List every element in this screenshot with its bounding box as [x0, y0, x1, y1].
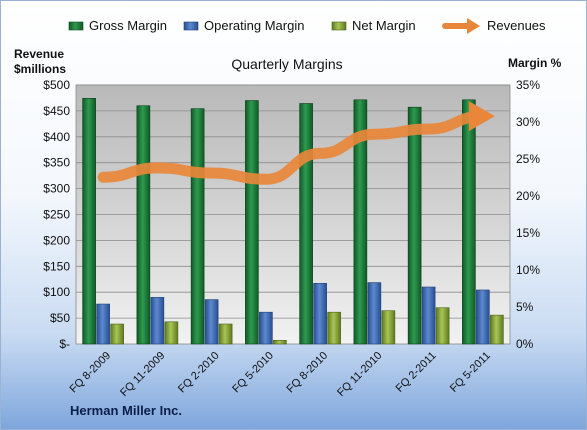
bar-gross-margin[interactable] [136, 105, 151, 345]
bar-net-margin[interactable] [327, 311, 341, 345]
bar-gross-margin[interactable] [407, 106, 422, 345]
bar-operating-margin[interactable] [150, 297, 165, 345]
right-tick-label: 5% [516, 300, 534, 314]
revenues-line[interactable] [97, 110, 489, 185]
x-tick-label: FQ 8-2009 [68, 350, 114, 396]
bar-net-margin[interactable] [273, 339, 287, 345]
legend-label-net-margin: Net Margin [352, 18, 416, 33]
legend-label-gross-margin: Gross Margin [89, 18, 167, 33]
legend-item-net-margin[interactable]: Net Margin [331, 18, 416, 33]
bar-gross-margin[interactable] [190, 108, 205, 345]
left-tick-label: $350 [43, 156, 70, 170]
legend-item-gross-margin[interactable]: Gross Margin [68, 18, 167, 33]
right-tick-label: 0% [516, 337, 534, 351]
x-tick-label: FQ 11-2010 [335, 350, 384, 399]
bar-operating-margin[interactable] [421, 286, 436, 345]
right-axis-ticks: 0% 5% 10% 15% 20% 25% 30% 35% [516, 78, 540, 351]
x-tick-label: FQ 5-2011 [448, 350, 493, 395]
legend-item-revenues[interactable]: Revenues [442, 18, 546, 34]
right-tick-label: 10% [516, 263, 540, 277]
bar-net-margin[interactable] [381, 310, 396, 345]
left-tick-label: $250 [43, 208, 70, 222]
x-tick-label: FQ 5-2010 [230, 350, 276, 396]
bar-net-margin[interactable] [218, 323, 233, 345]
x-tick-label: FQ 2-2011 [394, 350, 439, 395]
left-axis-title-line1: Revenue [14, 47, 64, 61]
bar-gross-margin[interactable] [462, 99, 476, 345]
right-tick-label: 15% [516, 226, 540, 240]
right-tick-label: 30% [516, 115, 540, 129]
right-tick-label: 25% [516, 152, 540, 166]
bar-gross-margin[interactable] [82, 98, 96, 345]
left-axis-ticks: $- $50 $100 $150 $200 $250 $300 $350 $400 $450 $50… [43, 78, 70, 351]
bar-gross-margin[interactable] [245, 100, 259, 345]
bar-net-margin[interactable] [164, 321, 179, 345]
left-tick-label: $100 [43, 285, 70, 299]
right-tick-label: 20% [516, 189, 540, 203]
left-tick-label: $50 [50, 311, 70, 325]
x-tick-label: FQ 11-2009 [118, 350, 167, 399]
x-tick-label: FQ 2-2010 [176, 350, 222, 396]
bar-operating-margin[interactable] [313, 283, 327, 345]
left-axis-title-line2: $millions [14, 62, 66, 76]
legend-arrow-revenues [467, 18, 480, 34]
left-tick-label: $200 [43, 233, 70, 247]
revenue-series [97, 101, 495, 185]
chart-title: Quarterly Margins [231, 56, 342, 72]
bar-operating-margin[interactable] [96, 303, 110, 345]
left-tick-label: $150 [43, 259, 70, 273]
bar-net-margin[interactable] [110, 323, 124, 345]
bar-gross-margin[interactable] [353, 99, 368, 345]
legend-item-operating-margin[interactable]: Operating Margin [183, 18, 304, 33]
legend: Gross Margin Operating Margin Net Margin… [68, 18, 546, 34]
bar-gross-margin[interactable] [299, 103, 313, 345]
company-footer: Herman Miller Inc. [70, 403, 182, 418]
bar-net-margin[interactable] [435, 307, 450, 345]
legend-label-revenues: Revenues [487, 18, 546, 33]
x-tick-label: FQ 8-2010 [285, 350, 331, 396]
bar-net-margin[interactable] [490, 314, 504, 345]
right-tick-label: 35% [516, 78, 540, 92]
legend-label-operating-margin: Operating Margin [204, 18, 304, 33]
left-tick-label: $400 [43, 130, 70, 144]
right-axis-title: Margin % [508, 56, 562, 70]
bar-operating-margin[interactable] [367, 282, 382, 345]
revenues-arrowhead [468, 101, 495, 132]
bar-operating-margin[interactable] [476, 289, 490, 345]
bar-operating-margin[interactable] [204, 299, 219, 345]
left-tick-label: $500 [43, 78, 70, 92]
bar-operating-margin[interactable] [259, 311, 273, 345]
x-axis-ticks: FQ 8-2009 FQ 11-2009 FQ 2-2010 FQ 5-2010 FQ … [68, 350, 493, 399]
left-tick-label: $- [59, 337, 70, 351]
left-tick-label: $300 [43, 182, 70, 196]
left-tick-label: $450 [43, 104, 70, 118]
